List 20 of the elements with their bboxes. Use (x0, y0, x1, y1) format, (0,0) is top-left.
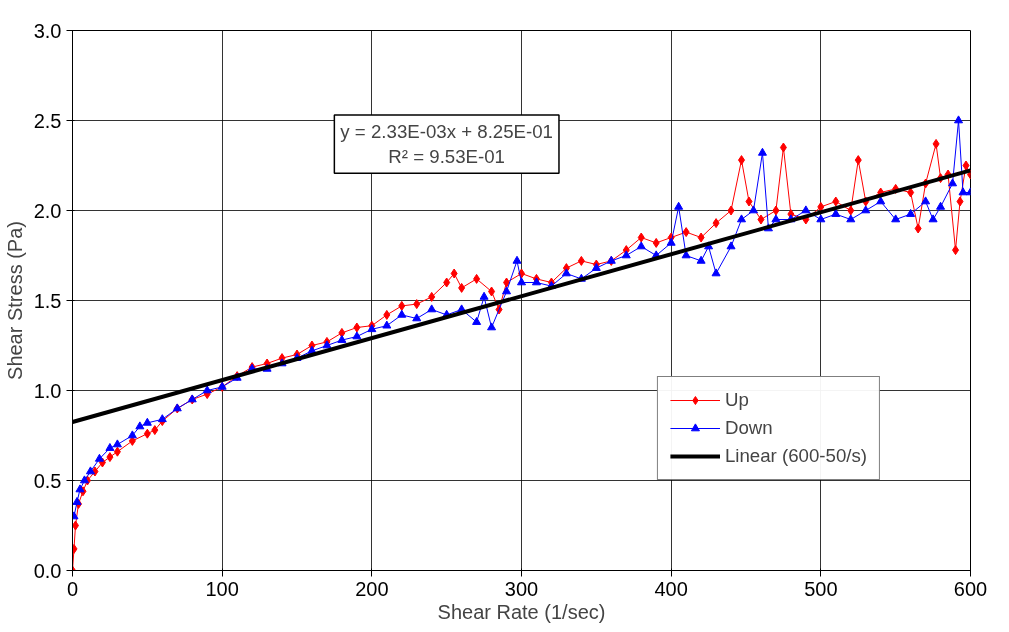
y-tick-label: 3.0 (33, 19, 62, 42)
x-tick-label: 100 (205, 577, 239, 600)
x-tick-label: 0 (66, 577, 79, 600)
x-axis-title: Shear Rate (1/sec) (437, 600, 606, 623)
y-tick-label: 2.5 (33, 109, 62, 132)
x-tick-label: 600 (953, 577, 988, 600)
legend-label: Linear (600-50/s) (724, 445, 867, 467)
legend-label: Down (724, 417, 773, 439)
x-tick-label: 500 (804, 577, 838, 600)
y-tick-label: 1.5 (33, 289, 62, 312)
x-tick-label: 400 (654, 577, 688, 600)
y-axis-title: Shear Stress (Pa) (3, 221, 26, 380)
x-tick-label: 300 (504, 577, 539, 600)
y-tick-label: 2.0 (33, 199, 62, 222)
y-tick-label: 1.0 (33, 379, 62, 402)
annotation: y = 2.33E-03x + 8.25E-01 R² = 9.53E-01 (340, 121, 553, 168)
x-tick-label: 200 (355, 577, 389, 600)
y-tick-label: 0.5 (33, 469, 62, 492)
y-tick-label: 0.0 (33, 559, 62, 582)
legend-label: Up (724, 389, 749, 411)
